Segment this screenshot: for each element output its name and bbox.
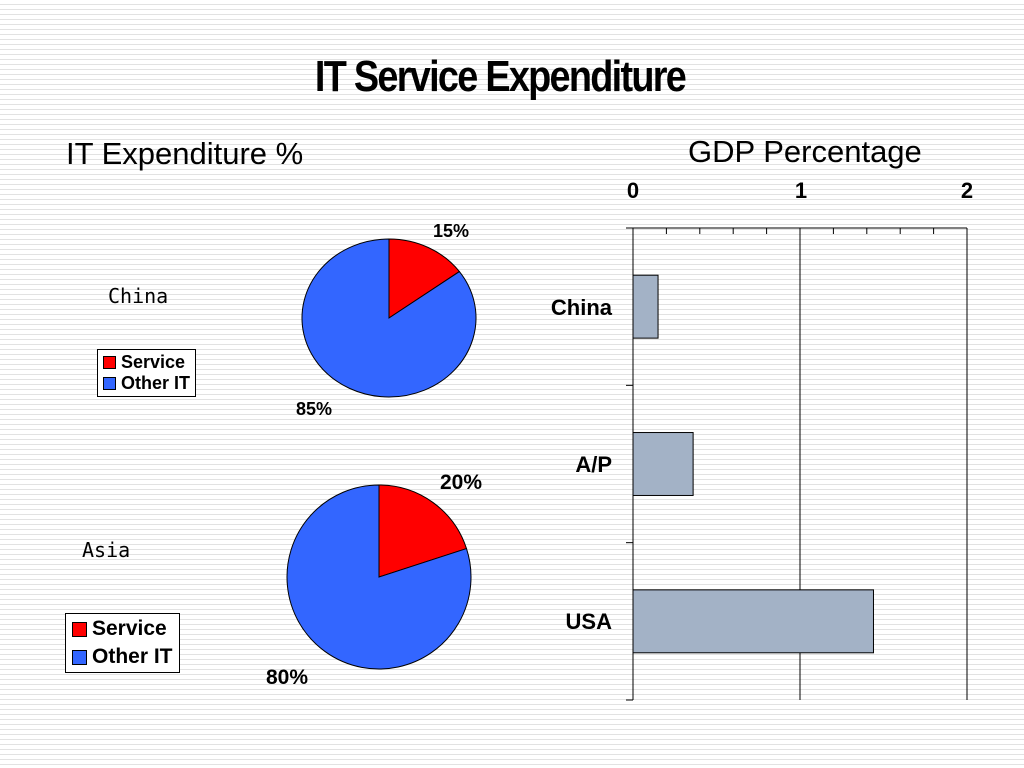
legend-label-other-it: Other IT xyxy=(92,645,173,668)
pie-slice-service xyxy=(388,238,461,319)
pie-slice-service xyxy=(378,484,468,578)
pie-slice-other-it xyxy=(286,484,472,670)
pie-slice-other-it xyxy=(301,238,477,398)
right-heading: GDP Percentage xyxy=(688,134,922,169)
other-it-swatch xyxy=(103,377,116,390)
bar-usa xyxy=(632,589,874,654)
legend-entry-other-it: Other IT xyxy=(72,645,173,669)
category-label-usa: USA xyxy=(565,609,612,634)
category-label-ap: A/P xyxy=(575,452,612,477)
asia-other-pct: 80% xyxy=(266,666,309,689)
page-title: IT Service Expenditure xyxy=(314,52,687,101)
other-it-swatch xyxy=(72,649,87,665)
legend-entry-service: Service xyxy=(72,617,173,641)
left-heading: IT Expenditure % xyxy=(66,136,304,171)
bar-a-p xyxy=(632,432,694,496)
x-tick-label: 0 xyxy=(626,178,640,203)
service-swatch xyxy=(103,356,116,369)
x-tick-label: 2 xyxy=(960,178,974,203)
legend-label-service: Service xyxy=(92,617,167,640)
asia-service-pct: 20% xyxy=(440,471,483,494)
x-tick-label: 1 xyxy=(794,178,808,203)
china-service-pct: 15% xyxy=(433,221,470,241)
legend-entry-service: Service xyxy=(103,352,190,373)
gdp-bar-chart xyxy=(626,227,968,701)
china-pie-label: China xyxy=(108,284,169,308)
china-pie-chart xyxy=(301,238,477,398)
legend-entry-other-it: Other IT xyxy=(103,373,190,394)
china-legend: Service Other IT xyxy=(97,349,197,397)
category-label-china: China xyxy=(550,295,612,320)
asia-pie-label: Asia xyxy=(82,538,131,562)
bar-china xyxy=(632,274,659,339)
china-other-pct: 85% xyxy=(296,399,333,419)
legend-label-service: Service xyxy=(121,352,186,372)
service-swatch xyxy=(72,621,87,637)
legend-label-other-it: Other IT xyxy=(121,373,191,393)
asia-pie-chart xyxy=(286,484,472,670)
asia-legend: Service Other IT xyxy=(65,613,180,673)
